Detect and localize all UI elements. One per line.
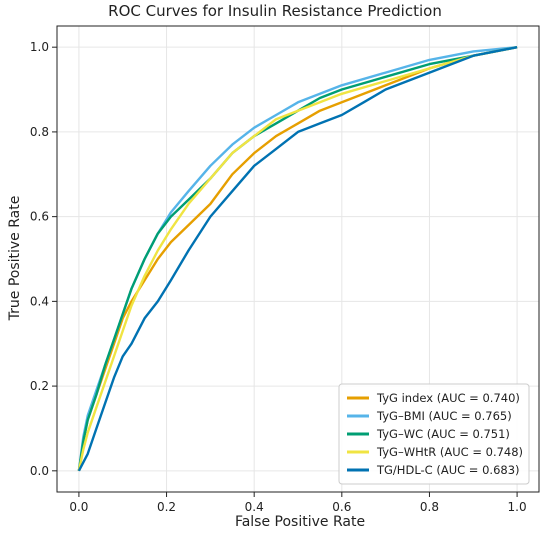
x-tick-label-4: 0.8 xyxy=(420,500,439,514)
y-tick-label-2: 0.4 xyxy=(30,294,49,308)
x-tick-label-2: 0.4 xyxy=(245,500,264,514)
plot-frame xyxy=(56,25,540,493)
y-tick-label-4: 0.8 xyxy=(30,125,49,139)
legend-label-4: TG/HDL-C (AUC = 0.683) xyxy=(376,463,520,477)
chart-title: ROC Curves for Insulin Resistance Predic… xyxy=(108,2,442,20)
legend-label-2: TyG–WC (AUC = 0.751) xyxy=(376,427,510,441)
legend-label-3: TyG–WHtR (AUC = 0.748) xyxy=(376,445,523,459)
y-tick-label-5: 1.0 xyxy=(30,40,49,54)
y-tick-label-1: 0.2 xyxy=(30,379,49,393)
series-line-2 xyxy=(77,46,518,471)
x-tick-label-0: 0.0 xyxy=(69,500,88,514)
y-tick-label-3: 0.6 xyxy=(30,210,49,224)
x-tick-label-3: 0.6 xyxy=(332,500,351,514)
x-tick-label-1: 0.2 xyxy=(157,500,176,514)
legend-label-0: TyG index (AUC = 0.740) xyxy=(376,391,520,405)
x-tick-label-5: 1.0 xyxy=(508,500,527,514)
x-axis-label: False Positive Rate xyxy=(234,514,366,530)
series-line-4 xyxy=(77,46,518,472)
legend-label-1: TyG–BMI (AUC = 0.765) xyxy=(376,409,512,423)
series-line-3 xyxy=(77,46,518,472)
y-tick-label-0: 0.0 xyxy=(30,464,49,478)
legend-box xyxy=(338,383,530,485)
